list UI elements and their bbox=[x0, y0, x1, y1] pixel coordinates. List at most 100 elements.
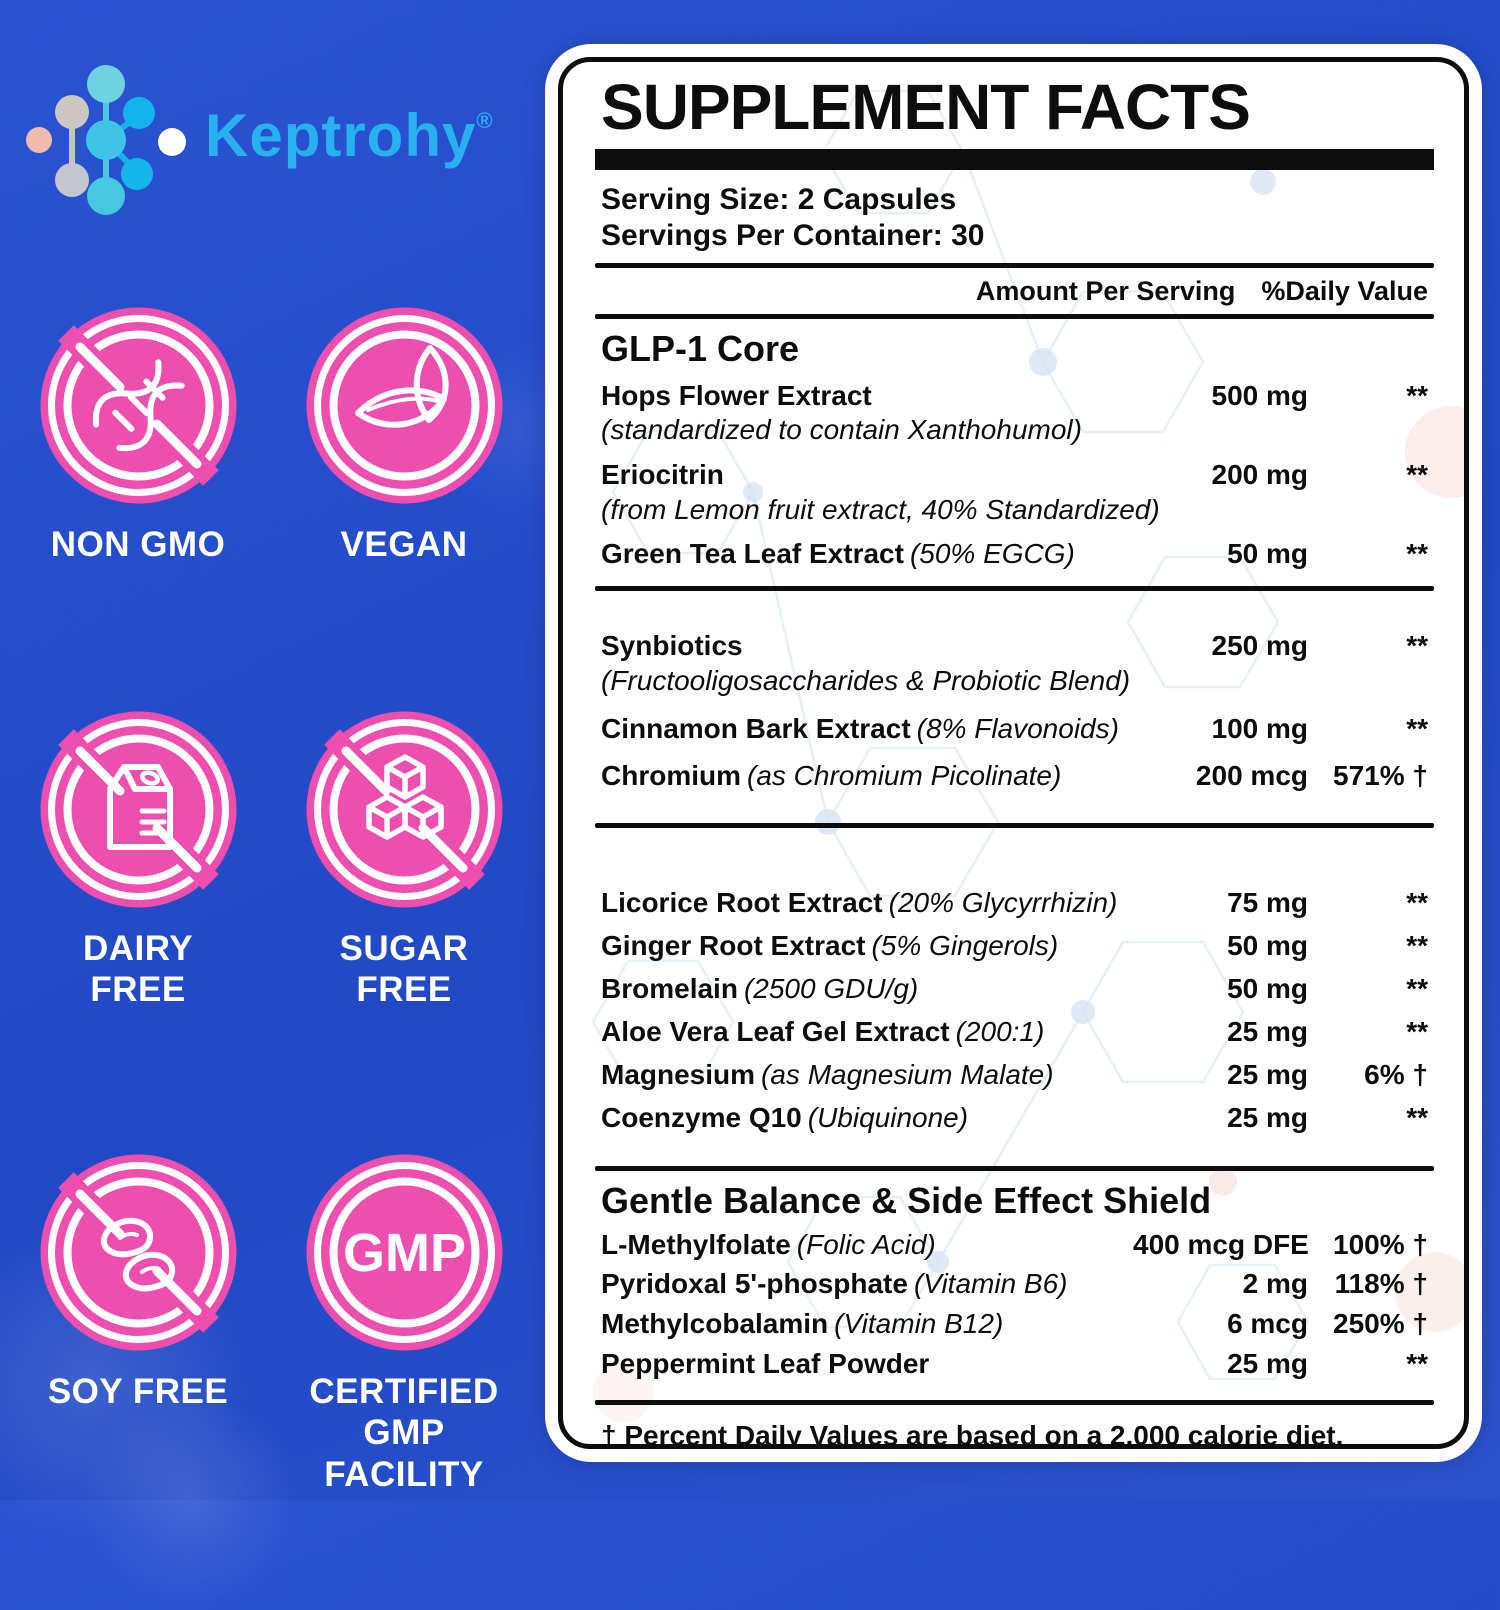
supplement-facts-title: SUPPLEMENT FACTS bbox=[601, 71, 1251, 143]
ingredient-dv: 100% † bbox=[1333, 1228, 1428, 1260]
ingredient-name: Licorice Root Extract bbox=[601, 887, 883, 919]
footnotes: † Percent Daily Values are based on a 2,… bbox=[601, 1415, 1428, 1449]
panel-border: SUPPLEMENT FACTS Serving Size: 2 Capsule… bbox=[558, 57, 1469, 1449]
section-synbiotics: Synbiotics 250 mg ** (Fructooligosacchar… bbox=[601, 630, 1428, 792]
vegan-leaves-icon bbox=[306, 307, 502, 504]
section-heading: GLP-1 Core bbox=[601, 327, 800, 369]
badge-non-gmo: NON GMO bbox=[32, 303, 244, 565]
serving-size: Serving Size: 2 Capsules bbox=[601, 183, 957, 217]
ingredient-amount: 400 mcg DFE bbox=[1133, 1228, 1309, 1260]
ingredient-row: L-Methylfolate (Folic Acid) 400 mcg DFE 1… bbox=[601, 1229, 1428, 1261]
ingredient-dv: ** bbox=[1406, 458, 1428, 490]
badge-soy-free: SOY FREE bbox=[32, 1150, 244, 1412]
section-heading: Gentle Balance & Side Effect Shield bbox=[601, 1179, 1212, 1221]
section-divider bbox=[595, 1165, 1434, 1171]
section-divider bbox=[595, 823, 1434, 829]
ingredient-amount: 50 mg bbox=[1227, 973, 1308, 1005]
left-panel: Keptrohy® NON GMO bbox=[0, 0, 610, 1610]
ingredient-amount: 25 mg bbox=[1227, 1059, 1308, 1091]
ingredient-dv: ** bbox=[1406, 887, 1428, 919]
ingredient-row: Green Tea Leaf Extract (50% EGCG) 50 mg *… bbox=[601, 538, 1428, 570]
ingredient-dv: 118% † bbox=[1334, 1268, 1428, 1300]
ingredient-detail: (5% Gingerols) bbox=[871, 930, 1059, 962]
ingredient-name: L-Methylfolate bbox=[601, 1228, 791, 1260]
ingredient-row: Aloe Vera Leaf Gel Extract (200:1) 25 mg … bbox=[601, 1016, 1428, 1048]
ingredient-row: Magnesium (as Magnesium Malate) 25 mg 6% … bbox=[601, 1059, 1428, 1091]
no-sugar-cubes-icon bbox=[306, 711, 502, 908]
badge-label: SUGAR FREE bbox=[339, 929, 469, 1010]
ingredient-row: Methylcobalamin (Vitamin B12) 6 mcg 250% … bbox=[601, 1308, 1428, 1340]
ingredient-detail: (Ubiquinone) bbox=[807, 1102, 969, 1133]
ingredient-row: Pyridoxal 5'-phosphate (Vitamin B6) 2 mg … bbox=[601, 1268, 1428, 1300]
supplement-facts-panel: SUPPLEMENT FACTS Serving Size: 2 Capsule… bbox=[545, 44, 1482, 1462]
ingredient-amount: 50 mg bbox=[1227, 930, 1308, 962]
section-divider bbox=[595, 585, 1434, 591]
ingredient-detail: (Vitamin B12) bbox=[834, 1308, 1004, 1340]
ingredient-detail: (Vitamin B6) bbox=[913, 1268, 1068, 1300]
no-dairy-milk-carton-icon bbox=[40, 711, 236, 908]
footnote-daily-value: † Percent Daily Values are based on a 2,… bbox=[601, 1420, 1344, 1449]
badge-label: CERTIFIED GMP FACILITY bbox=[309, 1372, 499, 1494]
ingredient-name: Chromium bbox=[601, 759, 741, 791]
ingredient-amount: 500 mg bbox=[1211, 379, 1309, 411]
ingredient-dv: ** bbox=[1406, 930, 1428, 962]
ingredient-detail: (200:1) bbox=[955, 1016, 1045, 1048]
ingredient-name: Synbiotics bbox=[601, 629, 743, 661]
badge-vegan: VEGAN bbox=[298, 303, 510, 565]
ingredient-amount: 200 mg bbox=[1211, 458, 1309, 490]
molecule-icon bbox=[26, 65, 186, 215]
ingredient-amount: 6 mcg bbox=[1227, 1308, 1308, 1340]
ingredient-name: Eriocitrin bbox=[601, 458, 724, 490]
registered-mark: ® bbox=[476, 108, 494, 133]
ingredient-amount: 25 mg bbox=[1227, 1016, 1308, 1048]
ingredient-detail: (as Magnesium Malate) bbox=[761, 1059, 1054, 1091]
ingredient-amount: 25 mg bbox=[1227, 1348, 1308, 1380]
ingredient-dv: ** bbox=[1406, 537, 1428, 569]
ingredient-detail: (2500 GDU/g) bbox=[743, 973, 919, 1005]
section-divider bbox=[595, 313, 1434, 319]
badge-label: DAIRY FREE bbox=[82, 929, 194, 1010]
ingredient-name: Peppermint Leaf Powder bbox=[601, 1348, 930, 1380]
section-gentle-balance: Gentle Balance & Side Effect Shield L-Me… bbox=[601, 1181, 1428, 1380]
section-glp1-core: GLP-1 Core Hops Flower Extract 500 mg **… bbox=[601, 329, 1428, 570]
ingredient-row: Eriocitrin 200 mg ** bbox=[601, 459, 1428, 491]
ingredient-detail: (20% Glycyrrhizin) bbox=[888, 887, 1118, 919]
ingredient-row: Licorice Root Extract (20% Glycyrrhizin) … bbox=[601, 887, 1428, 919]
ingredient-detail: (as Chromium Picolinate) bbox=[747, 759, 1062, 791]
ingredient-dv: ** bbox=[1406, 712, 1428, 744]
column-headers: Amount Per Serving %Daily Value bbox=[601, 268, 1428, 314]
no-gmo-dna-icon bbox=[40, 307, 236, 504]
ingredient-amount: 250 mg bbox=[1211, 629, 1309, 661]
ingredient-dv: ** bbox=[1406, 1102, 1428, 1133]
badge-label: SOY FREE bbox=[47, 1372, 229, 1411]
ingredient-detail: (50% EGCG) bbox=[909, 537, 1075, 569]
ingredient-row: Bromelain (2500 GDU/g) 50 mg ** bbox=[601, 973, 1428, 1005]
background-glow bbox=[80, 1390, 300, 1610]
ingredient-subtext: (Fructooligosaccharides & Probiotic Blen… bbox=[601, 664, 1131, 696]
badge-sugar-free: SUGAR FREE bbox=[298, 707, 510, 1011]
ingredient-dv: ** bbox=[1406, 379, 1428, 411]
section-divider bbox=[595, 1400, 1434, 1406]
ingredient-name: Ginger Root Extract bbox=[601, 930, 866, 962]
badge-gmp: GMP CERTIFIED GMP FACILITY bbox=[298, 1150, 510, 1495]
ingredient-amount: 2 mg bbox=[1242, 1268, 1308, 1300]
panel-content: SUPPLEMENT FACTS Serving Size: 2 Capsule… bbox=[563, 62, 1464, 1449]
daily-value-column-header: %Daily Value bbox=[1261, 275, 1428, 306]
ingredient-name: Methylcobalamin bbox=[601, 1308, 829, 1340]
amount-column-header: Amount Per Serving bbox=[975, 275, 1236, 306]
ingredient-amount: 50 mg bbox=[1227, 537, 1308, 569]
servings-per-container: Servings Per Container: 30 bbox=[601, 218, 985, 252]
ingredient-detail: (Folic Acid) bbox=[796, 1228, 936, 1260]
brand-logo: Keptrohy® bbox=[26, 56, 494, 216]
ingredient-row: Chromium (as Chromium Picolinate) 200 mcg… bbox=[601, 760, 1428, 792]
ingredient-amount: 75 mg bbox=[1227, 887, 1308, 919]
ingredient-name: Cinnamon Bark Extract bbox=[601, 712, 911, 744]
badge-label: VEGAN bbox=[340, 525, 468, 564]
ingredient-row: Cinnamon Bark Extract (8% Flavonoids) 100… bbox=[601, 713, 1428, 745]
brand-name: Keptrohy bbox=[205, 102, 477, 169]
ingredient-dv: 571% † bbox=[1333, 759, 1428, 791]
ingredient-dv: ** bbox=[1406, 1016, 1428, 1048]
ingredient-name: Coenzyme Q10 bbox=[601, 1102, 802, 1133]
brand-wordmark: Keptrohy® bbox=[205, 106, 494, 166]
